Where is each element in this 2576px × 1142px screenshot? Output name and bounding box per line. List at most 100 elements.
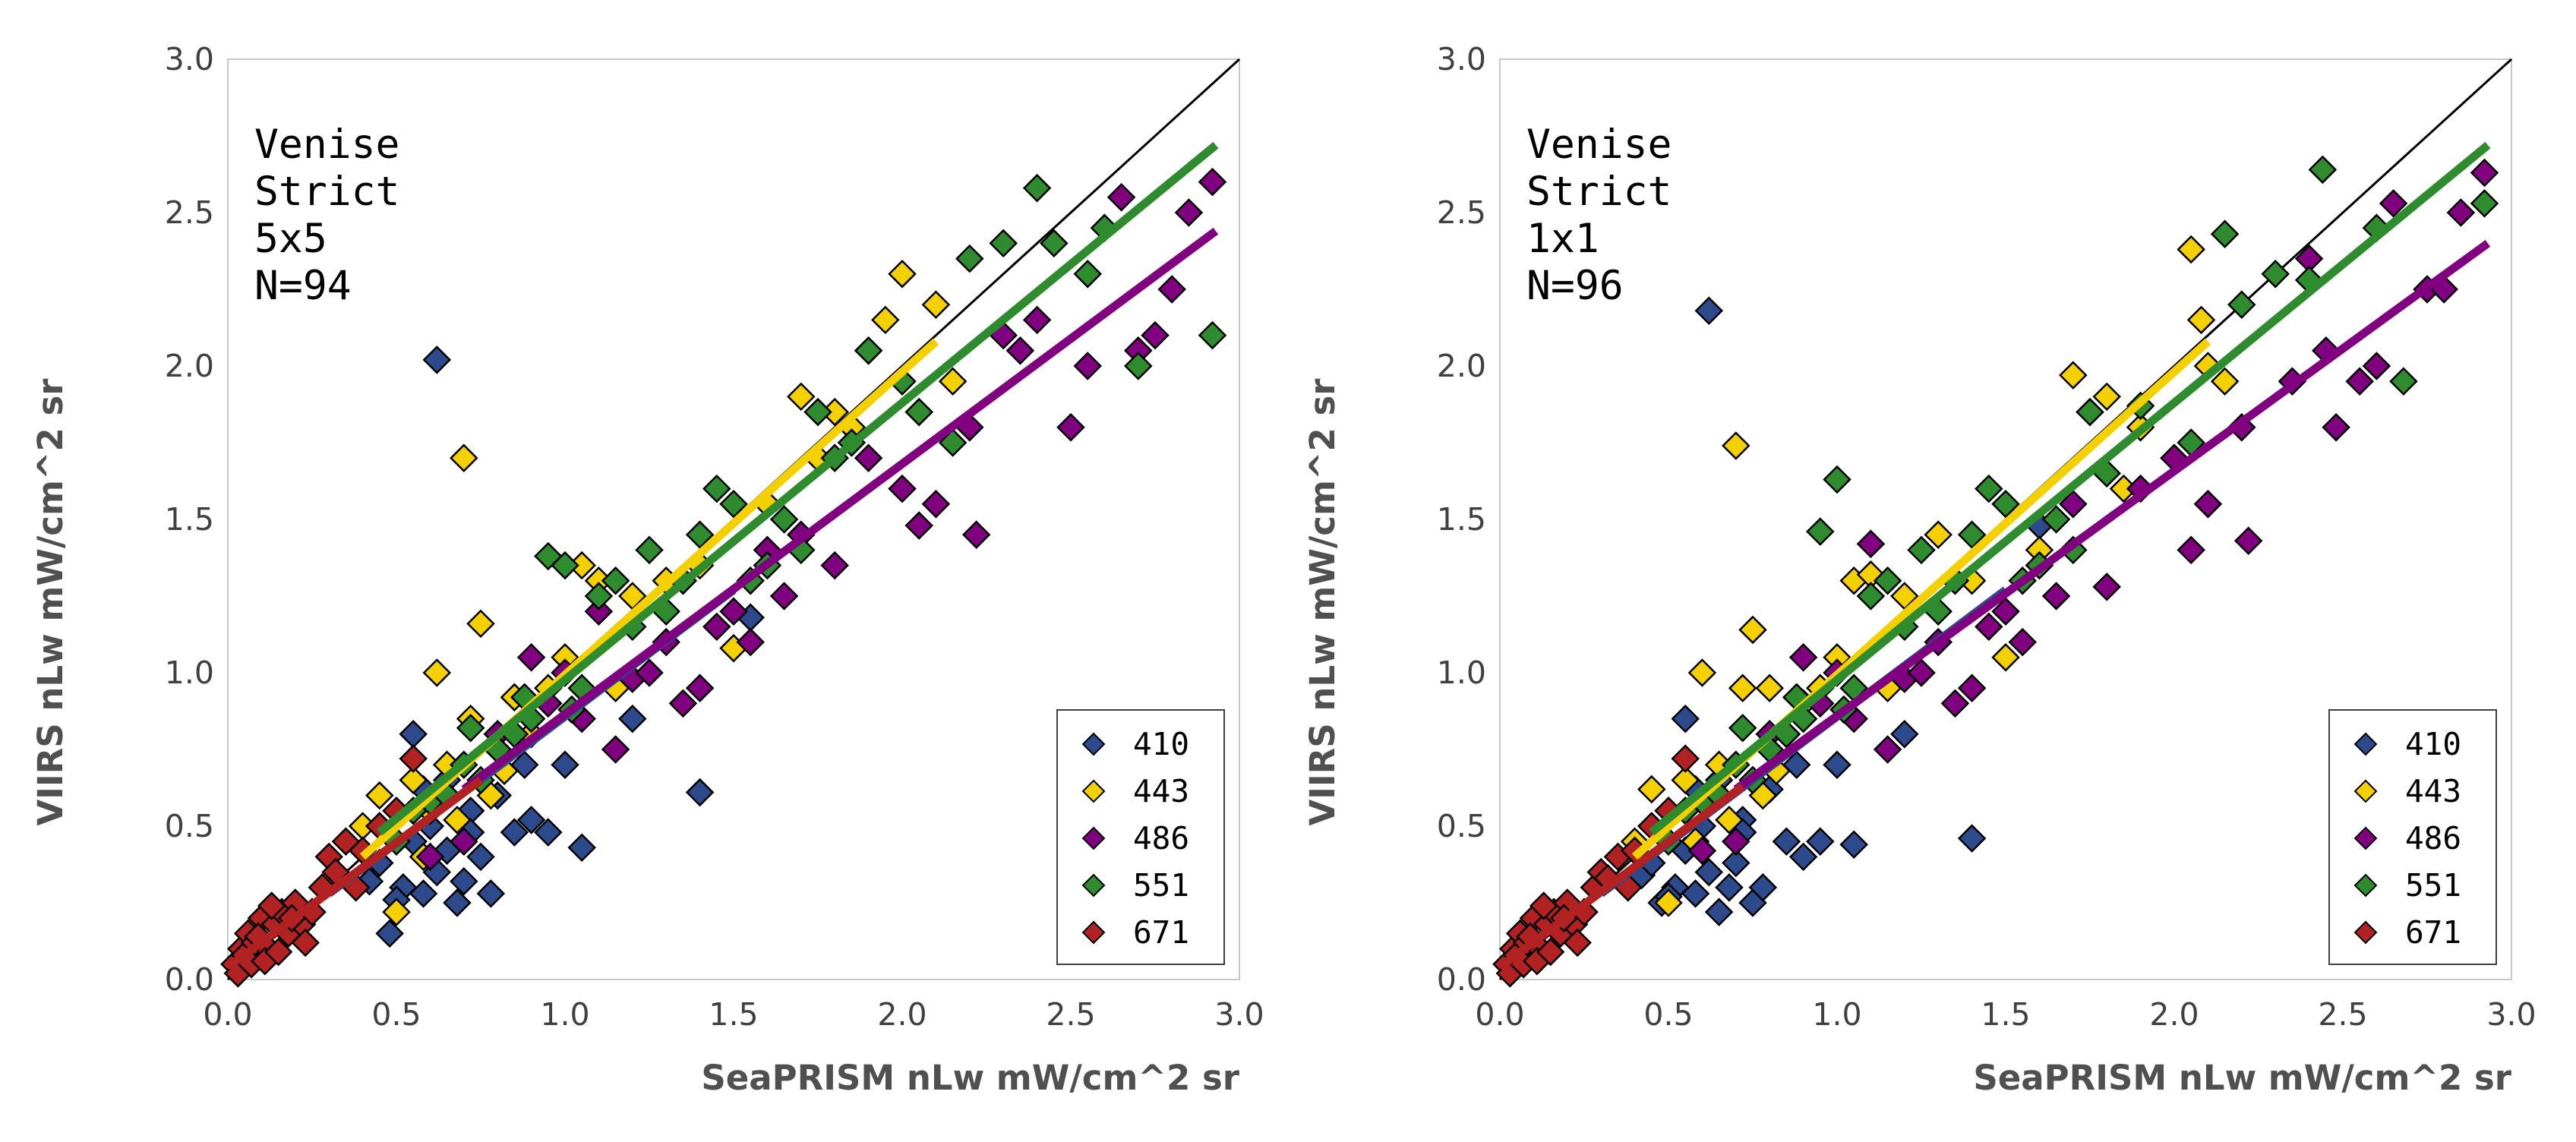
x-tick-label: 2.0 [877,996,927,1033]
data-point-551 [2470,189,2499,218]
data-point-443 [443,806,472,834]
data-point-443 [1715,806,1744,834]
data-point-486 [888,474,917,503]
data-point-443 [2210,367,2240,396]
data-point-410 [375,919,404,948]
data-point-486 [1022,305,1052,335]
data-point-486 [415,842,445,872]
y-tick-label: 3.0 [1437,41,1486,77]
data-point-486 [1005,336,1035,365]
x-axis-label: SeaPRISM nLw mW/cm^2 sr [701,1058,1239,1098]
data-point-486 [702,612,731,642]
data-point-410 [1788,842,1818,872]
data-point-410 [466,842,495,872]
data-point-410 [567,833,596,863]
data-point-551 [1728,713,1757,743]
data-point-671 [257,891,286,920]
legend-label: 551 [1133,867,1189,904]
data-point-486 [904,511,933,540]
data-point-486 [1991,597,2020,626]
data-point-486 [2470,158,2499,188]
data-point-486 [450,827,478,856]
data-point-551 [1873,566,1902,595]
x-tick-label: 0.0 [1475,996,1524,1033]
x-tick-label: 1.5 [709,996,758,1033]
data-point-486 [961,520,991,549]
data-point-551 [2261,260,2290,289]
x-tick-label: 0.5 [371,996,421,1033]
data-point-551 [1040,229,1069,258]
data-point-443 [787,382,816,412]
y-tick-label: 2.0 [165,348,214,384]
legend-marker-410 [1081,732,1106,756]
data-point-486 [921,490,951,519]
legend-label: 551 [2405,867,2461,904]
data-point-443 [466,609,495,639]
data-point-486 [2362,352,2391,380]
data-point-551 [2389,367,2418,396]
legend-marker-443 [2353,779,2378,803]
y-tick-label: 1.0 [1437,655,1486,691]
data-point-443 [382,898,411,926]
data-point-410 [1806,827,1835,856]
data-point-443 [1924,520,1953,549]
data-point-486 [2177,535,2205,565]
legend-label: 443 [2405,773,2461,809]
data-point-551 [551,550,579,580]
data-point-443 [2177,235,2205,264]
data-point-486 [1073,352,1102,380]
y-tick-label: 0.0 [165,961,214,998]
data-point-410 [1671,704,1700,733]
data-point-486 [1056,413,1085,442]
data-point-551 [2227,290,2256,319]
data-point-410 [1839,830,1868,860]
y-tick-label: 2.0 [1437,348,1486,384]
legend-label: 410 [1133,726,1189,762]
data-point-551 [1975,474,2003,503]
data-point-410 [1694,857,1724,887]
legend-label: 486 [2405,820,2461,856]
y-tick-label: 0.5 [165,808,214,844]
data-point-551 [685,520,715,549]
data-point-443 [365,781,394,810]
data-point-551 [955,244,984,273]
data-point-671 [1536,937,1565,967]
data-point-486 [2233,526,2263,556]
scatter-panel-right: 0.0 0.5 1.0 1.5 2.0 2.5 3.0 0.0 0.5 1.0 1.5 2.0 2.5 3… [1302,41,2537,1098]
data-point-671 [1529,891,1558,920]
data-point-551 [854,336,883,365]
data-point-486 [1722,827,1750,856]
data-point-410 [1890,720,1919,749]
data-point-551 [769,505,799,534]
data-point-486 [1788,643,1818,672]
data-point-443 [938,367,968,396]
data-point-443 [1991,643,2020,672]
data-point-410 [685,778,715,807]
data-point-486 [736,627,765,657]
data-point-443 [888,260,917,289]
x-tick-label: 1.0 [540,996,589,1033]
data-point-410 [1681,879,1710,908]
annotation-line: Venise [254,121,399,168]
x-tick-label: 3.0 [1214,996,1264,1033]
data-point-486 [635,658,664,687]
x-tick-label: 0.0 [203,996,252,1033]
data-point-551 [2308,155,2338,185]
data-point-551 [1022,173,1052,203]
annotation-line: Strict [1526,169,1672,215]
data-point-443 [921,290,951,319]
x-tick-label: 1.5 [1981,996,2030,1033]
data-point-486 [1873,735,1902,764]
x-axis-label: SeaPRISM nLw mW/cm^2 sr [1973,1058,2511,1098]
data-point-443 [1671,765,1700,795]
data-point-671 [291,928,320,957]
legend-marker-671 [2353,920,2378,945]
data-point-671 [1671,744,1700,773]
data-point-486 [820,550,849,580]
data-point-410 [443,888,472,917]
data-point-486 [516,643,546,672]
legend-marker-486 [2353,826,2378,850]
y-tick-label: 2.5 [1437,194,1486,231]
data-point-410 [1694,296,1724,326]
data-point-486 [2379,189,2408,218]
